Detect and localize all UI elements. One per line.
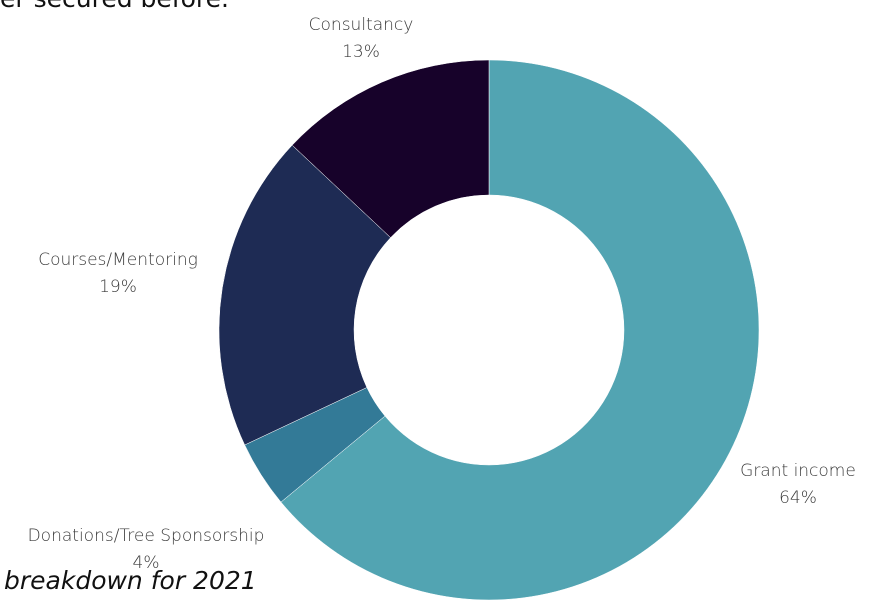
slice-label-name: Grant income [740,461,856,481]
slice-labels: Grant income 64% Donations/Tree Sponsorshi… [28,15,856,573]
slice-label-value: 64% [779,488,817,508]
slice-label-name: Donations/Tree Sponsorship [28,526,265,546]
slice-label-name: Courses/Mentoring [38,250,198,270]
slice-consultancy [291,59,490,238]
donut-slices [218,59,760,601]
slice-label-name: Consultancy [309,15,414,35]
slice-label-value: 13% [342,42,380,62]
header-text: er secured before. [0,0,229,13]
slice-grant-income [280,59,760,601]
slice-courses-mentoring [218,144,391,446]
slice-label-value: 4% [133,553,160,573]
slice-label-value: 19% [99,277,137,297]
footer-text: breakdown for 2021 [4,566,257,595]
